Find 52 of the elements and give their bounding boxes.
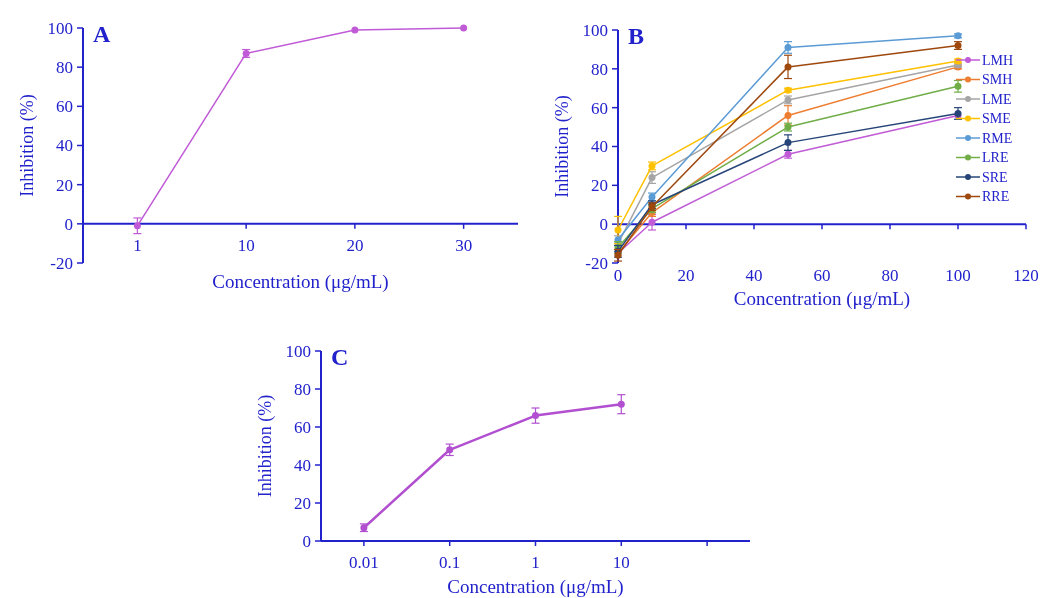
x-tick-label: 1 [133, 235, 142, 255]
y-axis-title: Inhibition (%) [255, 394, 276, 498]
y-tick-label: 100 [582, 20, 608, 40]
y-tick-label: 40 [56, 136, 73, 156]
y-axis-title: Inhibition (%) [17, 94, 38, 197]
legend-label: SRE [982, 169, 1008, 185]
y-tick-label: 80 [591, 59, 608, 79]
y-tick-label: 0 [64, 214, 73, 234]
y-tick-label: -20 [50, 253, 73, 273]
legend-label: RME [982, 130, 1013, 146]
y-tick-label: 20 [56, 175, 73, 195]
legend-label: SMH [982, 72, 1013, 88]
y-tick-label: 80 [56, 58, 73, 78]
legend-label: LRE [982, 150, 1009, 166]
y-tick-label: 0 [599, 215, 608, 235]
x-tick-label: 20 [677, 266, 695, 285]
x-tick-label: 100 [945, 266, 971, 285]
y-tick-label: 60 [56, 97, 73, 117]
x-axis-title: Concentration (μg/mL) [733, 288, 911, 310]
y-tick-label: 40 [294, 455, 311, 475]
x-tick-label: 10 [237, 235, 255, 255]
y-tick-label: 0 [302, 531, 311, 551]
chart-title: C [331, 344, 349, 370]
y-tick-label: 40 [591, 137, 608, 157]
y-tick-label: -20 [585, 253, 608, 273]
y-tick-label: 100 [47, 18, 73, 38]
chart-title: B [628, 23, 645, 49]
x-axis-title: Concentration (μg/mL) [212, 271, 389, 293]
x-tick-label: 0.1 [439, 553, 461, 572]
x-tick-label: 120 [1013, 266, 1039, 285]
legend-label: LMH [982, 52, 1014, 68]
y-tick-label: 60 [591, 98, 608, 118]
x-tick-label: 20 [346, 235, 364, 255]
y-tick-label: 100 [285, 341, 311, 361]
y-tick-label: 80 [294, 379, 311, 399]
y-tick-label: 20 [591, 176, 608, 196]
x-tick-label: 10 [612, 553, 630, 572]
legend-label: RRE [982, 189, 1010, 205]
x-axis-title: Concentration (μg/mL) [447, 576, 624, 598]
y-axis-title: Inhibition (%) [552, 95, 573, 198]
y-tick-label: 60 [294, 417, 311, 437]
y-tick-label: 20 [294, 493, 311, 513]
x-tick-label: 30 [455, 235, 473, 255]
legend-label: LME [982, 91, 1012, 107]
x-tick-label: 80 [881, 266, 899, 285]
x-tick-label: 40 [745, 266, 763, 285]
x-tick-label: 1 [531, 553, 540, 572]
x-tick-label: 0.01 [349, 553, 379, 572]
chart-title: A [93, 21, 111, 47]
x-tick-label: 60 [813, 266, 831, 285]
legend-label: SME [982, 111, 1011, 127]
x-tick-label: 0 [613, 266, 623, 285]
